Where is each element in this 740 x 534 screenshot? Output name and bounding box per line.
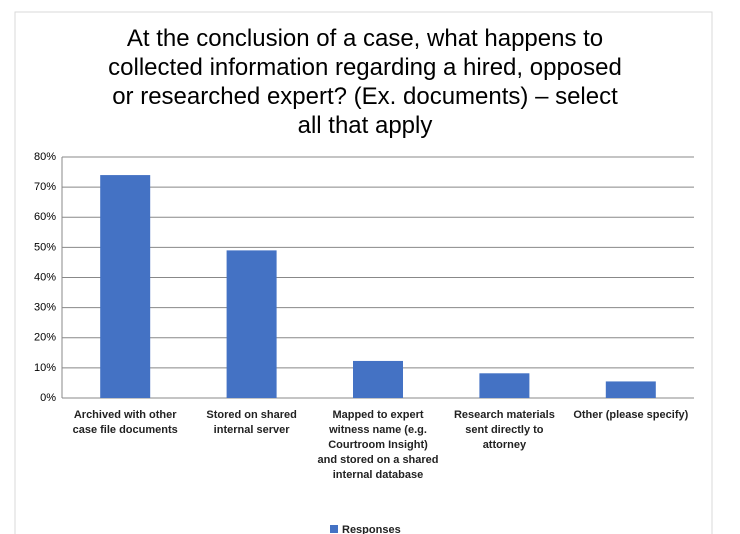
y-tick-label: 40% (34, 271, 56, 283)
x-tick-label: Other (please specify) (573, 409, 689, 421)
x-tick-label: Stored on shared internal server (206, 409, 297, 436)
y-tick-label: 20% (34, 332, 56, 344)
x-tick-label: Mapped to expert witness name (e.g. Cour… (317, 409, 439, 481)
bar (479, 373, 530, 398)
bar (353, 360, 403, 398)
legend-label: Responses (342, 524, 401, 534)
legend: Responses (330, 524, 401, 534)
bar (100, 175, 151, 398)
chart-border (14, 11, 713, 534)
chart-title: At the conclusion of a case, what happen… (108, 25, 622, 139)
y-tick-label: 80% (34, 151, 56, 163)
bar (605, 381, 656, 398)
y-tick-label: 0% (40, 392, 56, 404)
y-tick-label: 30% (34, 302, 56, 314)
y-tick-label: 50% (34, 241, 56, 253)
y-tick-label: 60% (34, 211, 56, 223)
x-tick-label: Research materials sent directly to atto… (453, 409, 555, 451)
y-tick-label: 10% (34, 362, 56, 374)
x-tick-label: Archived with other case file documents (72, 409, 178, 436)
bar (226, 250, 277, 398)
y-tick-label: 70% (34, 181, 56, 193)
legend-swatch (330, 525, 338, 533)
